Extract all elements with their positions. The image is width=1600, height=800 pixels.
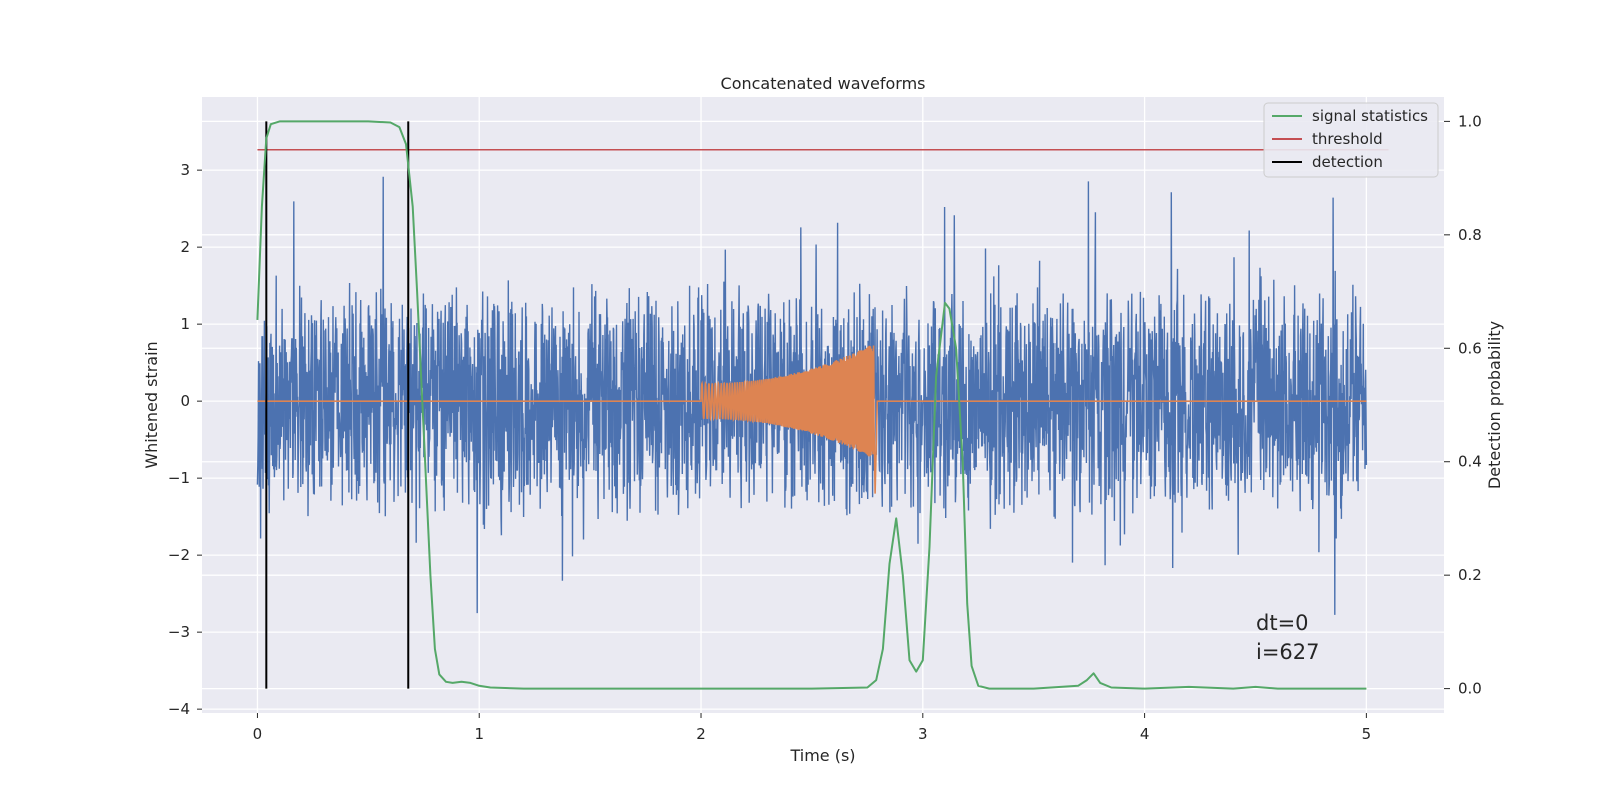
x-tick-label: 0 bbox=[253, 725, 263, 743]
chart-title: Concatenated waveforms bbox=[721, 74, 926, 93]
y-tick-label: −4 bbox=[168, 700, 190, 718]
y2-tick-labels: 0.0 0.2 0.4 0.6 0.8 1.0 bbox=[1444, 112, 1482, 698]
y-tick-label: 3 bbox=[180, 161, 190, 179]
y-axis-label: Whitened strain bbox=[142, 341, 161, 468]
y2-tick-label: 0.6 bbox=[1458, 339, 1482, 357]
injected-waveform-line bbox=[257, 345, 1367, 494]
x-tick-label: 3 bbox=[918, 725, 928, 743]
annotation-dt: dt=0 bbox=[1256, 611, 1309, 635]
x-axis-label: Time (s) bbox=[789, 746, 855, 765]
y-tick-label: −2 bbox=[168, 546, 190, 564]
plot-lines bbox=[256, 120, 1389, 690]
x-tick-label: 1 bbox=[474, 725, 484, 743]
annotation-i: i=627 bbox=[1256, 640, 1320, 664]
y-tick-label: 0 bbox=[180, 392, 190, 410]
y2-tick-label: 1.0 bbox=[1458, 112, 1482, 130]
y-tick-label: −1 bbox=[168, 469, 190, 487]
x-tick-label: 2 bbox=[696, 725, 706, 743]
x-tick-labels: 0 1 2 3 4 5 bbox=[253, 713, 1371, 743]
legend-label: threshold bbox=[1312, 130, 1383, 148]
y-tick-label: 1 bbox=[180, 315, 190, 333]
y2-tick-label: 0.4 bbox=[1458, 453, 1482, 471]
x-tick-label: 4 bbox=[1140, 725, 1150, 743]
signal-statistics-line bbox=[256, 120, 1367, 690]
y-tick-label: −3 bbox=[168, 623, 190, 641]
legend-box bbox=[1263, 102, 1439, 178]
x-tick-label: 5 bbox=[1362, 725, 1372, 743]
y2-tick-label: 0.2 bbox=[1458, 566, 1482, 584]
y2-tick-label: 0.8 bbox=[1458, 226, 1482, 244]
y-tick-label: 2 bbox=[180, 238, 190, 256]
legend-label: detection bbox=[1312, 153, 1383, 171]
y2-tick-label: 0.0 bbox=[1458, 680, 1482, 698]
y-tick-labels: −4 −3 −2 −1 0 1 2 3 bbox=[168, 161, 202, 718]
legend: signal statistics threshold detection bbox=[1263, 102, 1439, 178]
y2-axis-label: Detection probability bbox=[1485, 321, 1504, 489]
legend-label: signal statistics bbox=[1312, 107, 1428, 125]
